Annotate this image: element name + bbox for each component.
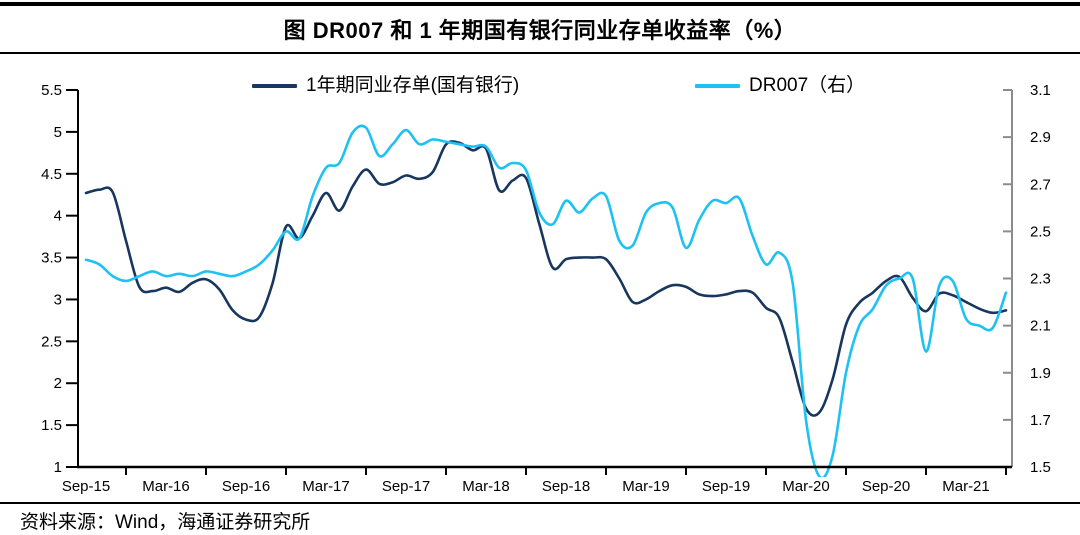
right-axis-label: 1.7	[1030, 412, 1051, 429]
right-axis-label: 1.5	[1030, 459, 1051, 476]
x-axis-label: Mar-20	[782, 478, 830, 495]
left-axis-label: 1	[54, 459, 62, 476]
legend-line-swatch-cyan	[695, 84, 740, 88]
left-axis-label: 3.5	[41, 250, 62, 267]
x-axis-label: Sep-19	[702, 478, 750, 495]
right-axis-label: 1.9	[1030, 365, 1051, 382]
left-axis-label: 5.5	[41, 82, 62, 99]
right-axis: 3.1 2.9 2.7 2.5 2.3 2.1 1.9 1.7 1.5	[1003, 82, 1051, 476]
x-axis-label: Mar-18	[462, 478, 510, 495]
x-axis-label: Mar-21	[942, 478, 990, 495]
left-axis-label: 3	[54, 291, 62, 308]
data-source-note: 资料来源：Wind，海通证券研究所	[20, 512, 311, 533]
left-axis-label: 5	[54, 124, 62, 141]
title-underline-rule	[0, 52, 1080, 54]
right-axis-label: 2.9	[1030, 129, 1051, 146]
left-axis-label: 4.5	[41, 166, 62, 183]
x-axis-label: Sep-17	[382, 478, 430, 495]
bottom-axis: Sep-15 Mar-16 Sep-16 Mar-17 Sep-17 Mar-18 Sep-…	[62, 465, 1012, 495]
top-border-rule	[0, 2, 1080, 6]
right-axis-label: 2.1	[1030, 318, 1051, 335]
legend-label-ncd: 1年期同业存单(国有银行)	[306, 75, 520, 96]
left-axis-label: 4	[54, 208, 62, 225]
x-axis-label: Mar-17	[302, 478, 350, 495]
x-axis-label: Sep-18	[542, 478, 590, 495]
right-axis-label: 3.1	[1030, 82, 1051, 99]
series-line-ncd-1y	[84, 140, 1008, 417]
right-axis-label: 2.5	[1030, 223, 1051, 240]
chart-legend: 1年期同业存单(国有银行) DR007（右）	[0, 73, 1080, 99]
footer-divider-rule	[0, 502, 1080, 504]
left-axis-label: 1.5	[41, 417, 62, 434]
legend-item-ncd: 1年期同业存单(国有银行)	[252, 73, 519, 99]
x-axis-label: Sep-15	[62, 478, 110, 495]
x-axis-label: Sep-20	[862, 478, 910, 495]
chart-canvas: 5.5 5 4.5 4 3.5 3 2.5 2 1.5 1 3.1 2.9 2.7 2.5 2.3 2.1 1.…	[41, 82, 1051, 495]
x-axis-label: Mar-19	[622, 478, 670, 495]
x-axis-label: Sep-16	[222, 478, 270, 495]
left-axis-label: 2	[54, 375, 62, 392]
series-line-dr007	[84, 124, 1008, 477]
chart-title: 图 DR007 和 1 年期国有银行同业存单收益率（%）	[283, 18, 797, 43]
x-axis-label: Mar-16	[142, 478, 190, 495]
right-axis-label: 2.3	[1030, 271, 1051, 288]
legend-label-dr007: DR007（右）	[749, 75, 866, 96]
left-axis: 5.5 5 4.5 4 3.5 3 2.5 2 1.5 1	[41, 82, 79, 476]
series-group	[84, 124, 1008, 477]
left-axis-label: 2.5	[41, 333, 62, 350]
right-axis-label: 2.7	[1030, 176, 1051, 193]
legend-line-swatch-navy	[252, 84, 297, 88]
legend-item-dr007: DR007（右）	[695, 73, 865, 99]
